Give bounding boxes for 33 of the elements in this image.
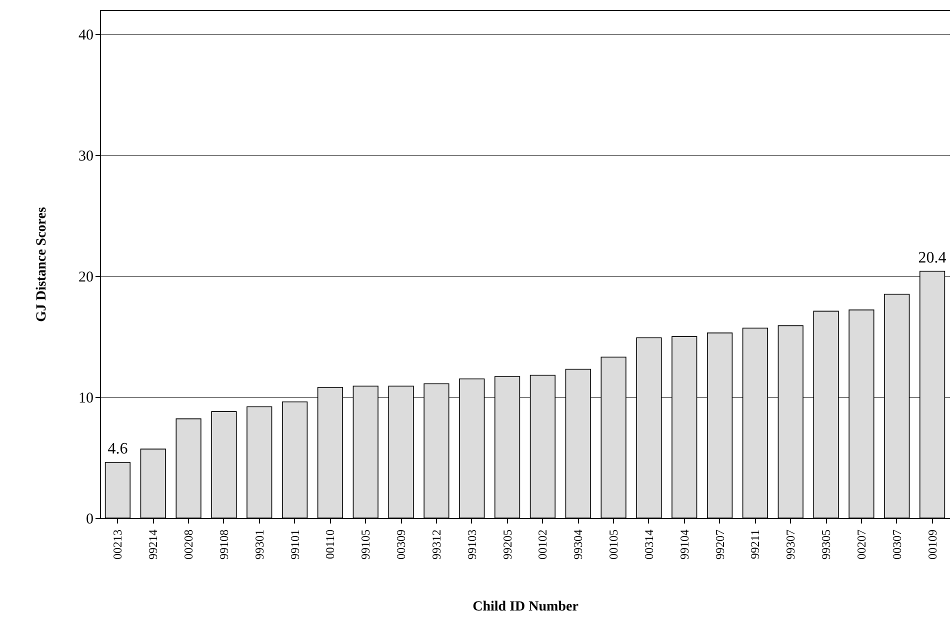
x-tick-label: 99108 bbox=[216, 530, 231, 560]
y-tick-label: 0 bbox=[86, 512, 94, 528]
data-label: 4.6 bbox=[108, 440, 128, 458]
x-tick-label: 99105 bbox=[358, 530, 373, 560]
x-tick-label: 99104 bbox=[677, 530, 692, 560]
x-tick-label: 00309 bbox=[394, 530, 408, 560]
x-tick-label: 99305 bbox=[819, 530, 834, 560]
y-tick-label: 20 bbox=[78, 270, 94, 286]
x-tick-label: 99307 bbox=[784, 530, 798, 560]
y-tick-label: 30 bbox=[78, 148, 94, 165]
y-tick-label: 40 bbox=[78, 28, 94, 44]
x-tick-label: 99205 bbox=[500, 530, 514, 560]
x-tick-label: 00207 bbox=[854, 530, 868, 560]
data-label: 20.4 bbox=[918, 249, 946, 266]
x-tick-label: 99312 bbox=[429, 530, 444, 560]
x-tick-label: 99214 bbox=[146, 530, 160, 560]
x-tick-label: 99103 bbox=[464, 530, 479, 560]
x-tick-label: 99304 bbox=[571, 530, 586, 560]
x-tick-label: 00208 bbox=[182, 530, 196, 560]
x-axis-title: Child ID Number bbox=[472, 600, 578, 614]
y-tick-label: 10 bbox=[78, 390, 94, 407]
x-tick-label: 00105 bbox=[606, 530, 621, 560]
x-tick-label: 00213 bbox=[110, 530, 125, 560]
y-axis-title: GJ Distance Scores bbox=[34, 206, 50, 322]
x-tick-label: 00314 bbox=[642, 530, 656, 560]
x-tick-label: 00102 bbox=[536, 530, 550, 560]
x-tick-label: 99207 bbox=[712, 530, 727, 560]
x-tick-label: 99301 bbox=[252, 530, 266, 560]
x-tick-label: 99101 bbox=[288, 530, 302, 560]
x-tick-label: 00110 bbox=[323, 530, 338, 560]
x-tick-label: 99211 bbox=[748, 530, 762, 560]
x-tick-label: 00307 bbox=[890, 530, 904, 560]
x-tick-label: 00109 bbox=[925, 530, 940, 560]
